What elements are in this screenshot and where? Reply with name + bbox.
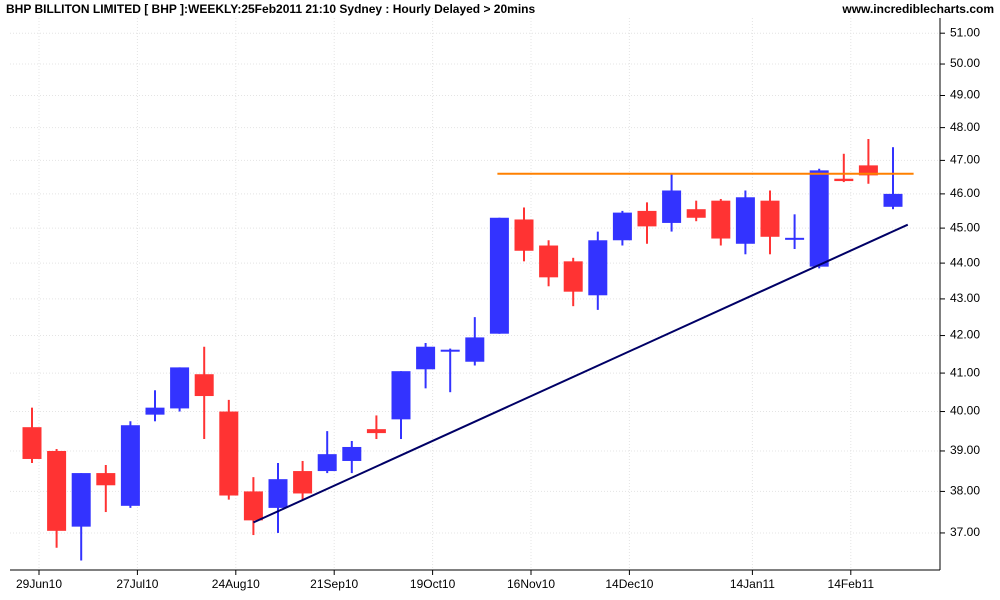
- y-tick-label: 43.00: [950, 291, 980, 305]
- x-tick-label: 16Nov10: [507, 577, 555, 591]
- y-tick-label: 48.00: [950, 120, 980, 134]
- candle-body: [317, 454, 337, 472]
- y-tick-label: 49.00: [950, 88, 980, 102]
- candle-body: [514, 219, 534, 251]
- candle-body: [686, 209, 706, 218]
- candle-body: [120, 425, 140, 506]
- y-tick-label: 51.00: [950, 25, 980, 39]
- candle-body: [145, 407, 165, 415]
- y-tick-label: 46.00: [950, 186, 980, 200]
- candle-body: [391, 371, 411, 420]
- candle-body: [170, 367, 190, 409]
- candle-body: [588, 240, 608, 296]
- candle-body: [834, 178, 854, 182]
- candle-body: [47, 450, 67, 531]
- candle-body: [194, 374, 214, 397]
- y-tick-label: 38.00: [950, 484, 980, 498]
- y-tick-label: 47.00: [950, 153, 980, 167]
- candle-body: [465, 337, 485, 362]
- candle-body: [268, 479, 288, 508]
- y-tick-label: 45.00: [950, 220, 980, 234]
- candle-body: [539, 245, 559, 278]
- x-tick-label: 29Jun10: [16, 577, 62, 591]
- candle-body: [760, 200, 780, 237]
- x-tick-label: 21Sep10: [310, 577, 358, 591]
- x-tick-label: 27Jul10: [116, 577, 158, 591]
- candle-body: [219, 411, 239, 496]
- x-tick-label: 14Feb11: [828, 577, 875, 591]
- y-tick-label: 39.00: [950, 443, 980, 457]
- candle-body: [22, 427, 42, 459]
- y-tick-label: 41.00: [950, 365, 980, 379]
- x-tick-label: 24Aug10: [212, 577, 260, 591]
- y-tick-label: 42.00: [950, 328, 980, 342]
- candle-body: [662, 190, 682, 223]
- candle-body: [637, 210, 657, 227]
- candle-body: [366, 429, 386, 434]
- source: www.incrediblecharts.com: [841, 2, 994, 16]
- candle-body: [342, 446, 362, 461]
- candle-body: [243, 491, 263, 521]
- y-tick-label: 37.00: [950, 525, 980, 539]
- candle-body: [71, 473, 91, 527]
- candle-body: [416, 346, 436, 370]
- candle-body: [735, 197, 755, 244]
- candle-body: [440, 349, 460, 352]
- x-tick-label: 19Oct10: [410, 577, 456, 591]
- candle-body: [293, 471, 313, 494]
- candle-body: [612, 212, 632, 241]
- chart-title: BHP BILLITON LIMITED [ BHP ]:WEEKLY:25Fe…: [6, 2, 535, 16]
- candle-body: [858, 165, 878, 176]
- candle-body: [96, 473, 116, 486]
- candle-body: [809, 170, 829, 267]
- y-tick-label: 44.00: [950, 255, 980, 269]
- candle-body: [563, 261, 583, 292]
- candle-body: [785, 237, 805, 240]
- candle-body: [489, 217, 509, 334]
- x-tick-label: 14Dec10: [605, 577, 653, 591]
- candle-body: [711, 200, 731, 239]
- y-tick-label: 50.00: [950, 56, 980, 70]
- x-tick-label: 14Jan11: [730, 577, 775, 591]
- trend-line: [252, 223, 909, 524]
- y-tick-label: 40.00: [950, 404, 980, 418]
- candle-body: [883, 193, 903, 207]
